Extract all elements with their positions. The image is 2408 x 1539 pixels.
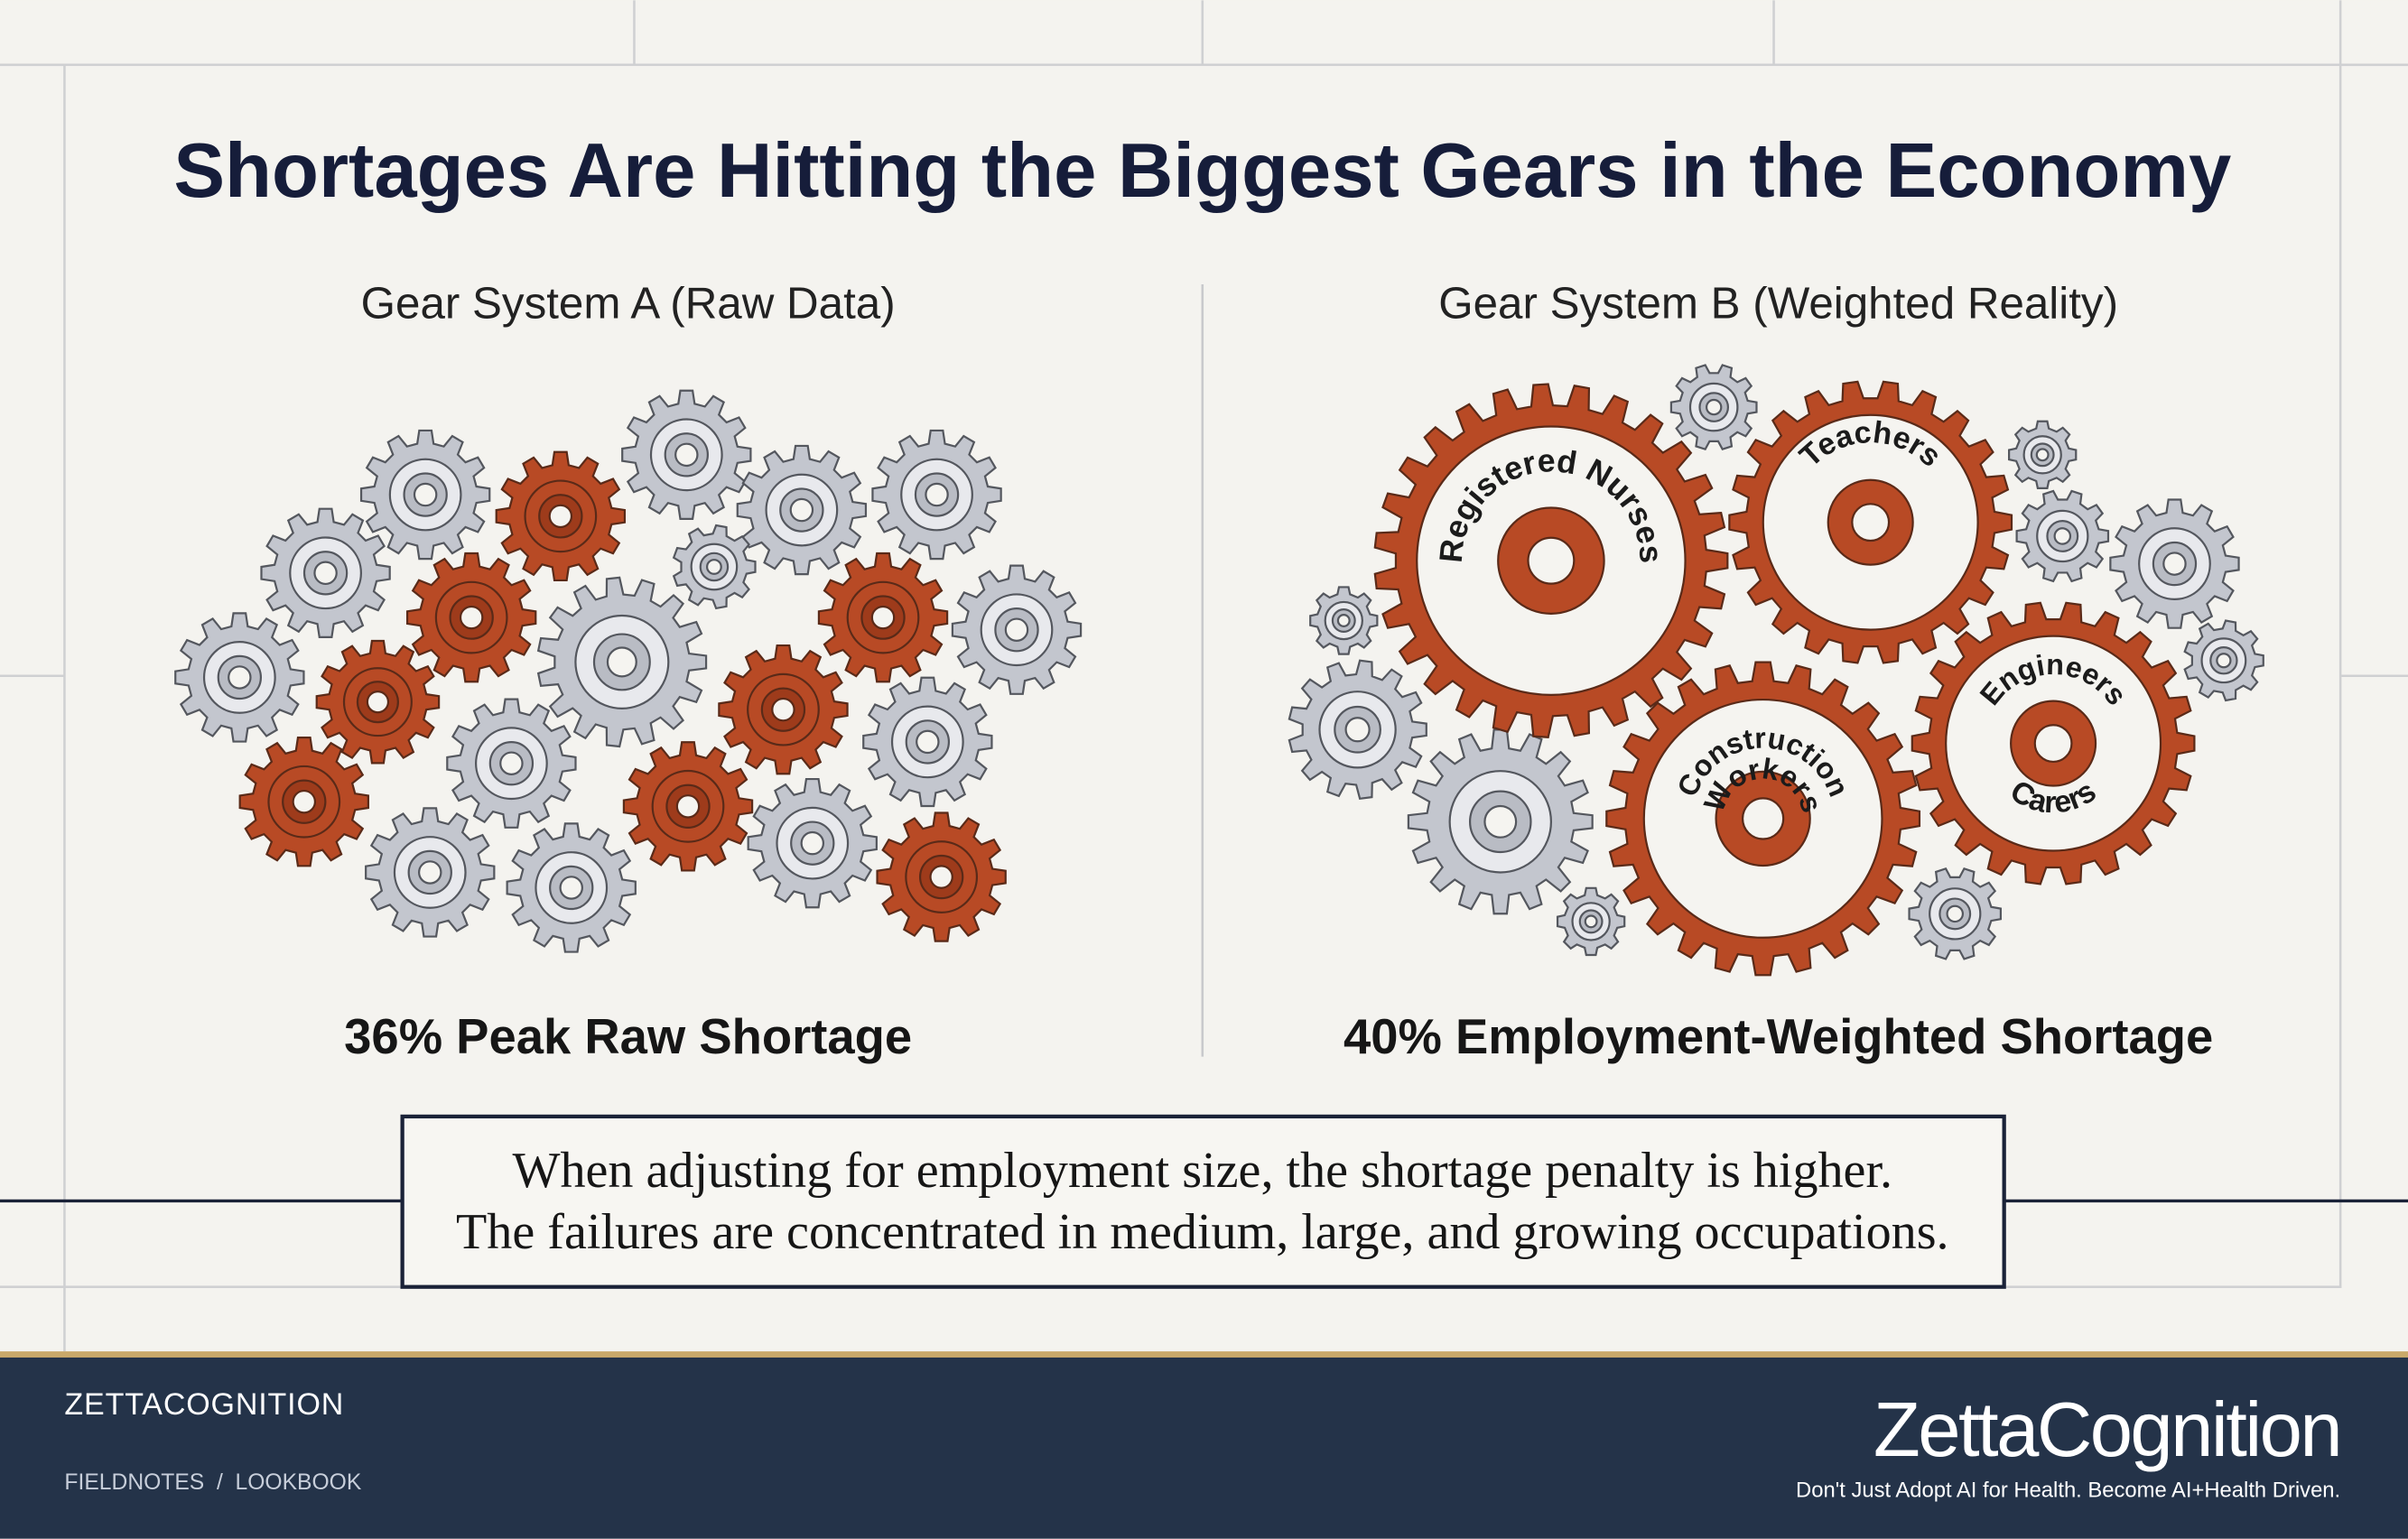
gear xyxy=(2109,498,2240,629)
gear-hole xyxy=(606,646,637,678)
gear xyxy=(2015,489,2110,583)
gear xyxy=(365,807,496,938)
gear-hole xyxy=(916,729,940,755)
gear-hole xyxy=(929,865,953,889)
gear-hole xyxy=(459,605,484,630)
gear xyxy=(1669,364,1758,451)
gear xyxy=(871,429,1002,561)
gear-hole xyxy=(706,559,722,575)
gear-hole xyxy=(1527,536,1576,585)
gear-hole xyxy=(2053,527,2072,545)
gear xyxy=(446,698,577,829)
gear-hole xyxy=(366,690,390,714)
gear xyxy=(876,811,1007,942)
gear xyxy=(622,741,754,872)
tagline: Don't Just Adopt AI for Health. Become A… xyxy=(1796,1479,2340,1503)
gear xyxy=(260,507,391,638)
gear-hole xyxy=(228,665,252,690)
gear xyxy=(2183,619,2264,702)
gear-hole xyxy=(2033,724,2073,764)
gear-hole xyxy=(925,482,949,507)
gear xyxy=(621,389,752,521)
gear xyxy=(1309,586,1379,655)
callout-text: The failures are concentrated in medium,… xyxy=(456,1204,1949,1260)
gear xyxy=(1373,383,1729,738)
panel-heading: Gear System A (Raw Data) xyxy=(361,278,896,328)
gear-hole xyxy=(499,751,524,775)
gear-hole xyxy=(1946,904,1965,923)
gear-hole xyxy=(559,876,583,900)
gears: Registered NursesTeachersConstructionWor… xyxy=(174,364,2264,977)
gear xyxy=(174,612,305,743)
gear xyxy=(315,639,441,765)
gear xyxy=(359,429,491,561)
gear xyxy=(951,564,1083,695)
gear-hole xyxy=(1741,797,1785,840)
gear xyxy=(817,552,949,683)
gear-hole xyxy=(771,697,795,722)
gear xyxy=(1605,661,1921,977)
gear-hole xyxy=(1851,503,1891,542)
gear-hole xyxy=(800,830,825,856)
gear-hole xyxy=(413,482,438,507)
footer-accent xyxy=(0,1351,2408,1358)
gear xyxy=(238,737,369,867)
brand: ZETTACOGNITION xyxy=(64,1387,344,1422)
title: Shortages Are Hitting the Biggest Gears … xyxy=(173,128,2231,214)
gear xyxy=(405,552,537,683)
gear-hole xyxy=(313,561,338,586)
gear xyxy=(1407,728,1594,915)
gear-hole xyxy=(1344,717,1371,743)
stat: 36% Peak Raw Shortage xyxy=(344,1009,912,1064)
gear-hole xyxy=(789,497,814,523)
gear-hole xyxy=(418,860,442,885)
logo: ZettaCognition xyxy=(1873,1387,2340,1473)
gear-hole xyxy=(1336,614,1351,627)
gear-hole xyxy=(870,605,896,630)
gear xyxy=(1728,380,2013,664)
gear xyxy=(2008,420,2078,490)
gear xyxy=(1911,601,2196,885)
gear xyxy=(506,822,637,953)
gear-hole xyxy=(1004,617,1029,642)
gear xyxy=(672,524,757,610)
gear-hole xyxy=(292,789,317,814)
gear xyxy=(1556,886,1626,957)
gear xyxy=(718,644,849,775)
gear xyxy=(747,777,878,909)
footer xyxy=(0,1354,2408,1539)
gear-hole xyxy=(2216,653,2232,669)
gear xyxy=(736,444,868,576)
gear xyxy=(862,676,993,808)
gear xyxy=(495,450,627,582)
callout-text: When adjusting for employment size, the … xyxy=(512,1143,1892,1199)
nav[interactable]: FIELDNOTES / LOOKBOOK xyxy=(64,1470,361,1495)
gear-hole xyxy=(674,442,699,468)
gear-hole xyxy=(1584,914,1598,929)
gear xyxy=(536,576,708,748)
gear xyxy=(1288,659,1427,801)
gear-hole xyxy=(548,504,573,529)
gear-hole xyxy=(1705,398,1723,416)
gear xyxy=(1908,867,2003,960)
gear-hole xyxy=(1483,804,1518,839)
gear-hole xyxy=(675,794,701,819)
gear-hole xyxy=(2035,448,2050,462)
panel-heading: Gear System B (Weighted Reality) xyxy=(1438,278,2118,328)
gear-hole xyxy=(2162,552,2187,576)
stat: 40% Employment-Weighted Shortage xyxy=(1343,1009,2213,1064)
callout-box xyxy=(400,1114,2006,1289)
